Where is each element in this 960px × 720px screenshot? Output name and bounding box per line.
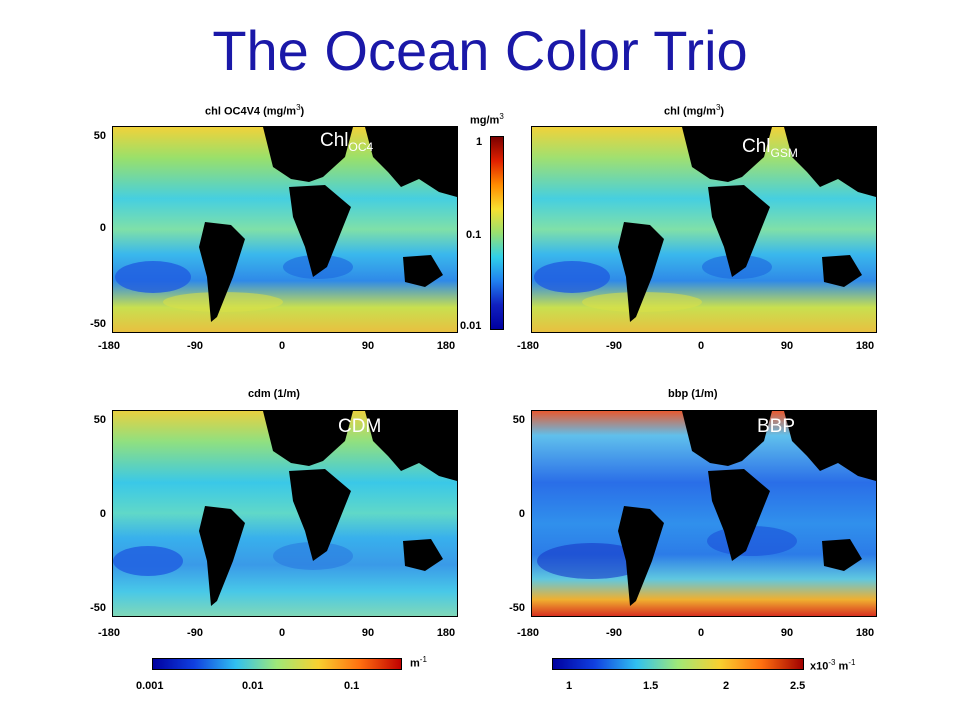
- x-tick-180: 180: [436, 627, 456, 639]
- y-tick-0: 0: [99, 508, 106, 520]
- x-tick-minus180: -180: [516, 340, 540, 352]
- panel-title-sup: 3: [296, 103, 301, 112]
- x-tick-minus90: -90: [606, 340, 622, 352]
- x-tick-0: 0: [697, 340, 705, 352]
- colorbar-bbp: [552, 658, 804, 670]
- x-tick-180: 180: [855, 340, 875, 352]
- y-tick-50: 50: [93, 130, 106, 142]
- colorbar-unit-sup: -1: [848, 658, 856, 667]
- x-tick-minus180: -180: [97, 627, 121, 639]
- colorbar-unit-prefix: x10: [810, 660, 829, 673]
- overlay-main: Chl: [742, 136, 771, 157]
- x-tick-90: 90: [361, 627, 375, 639]
- y-tick-50: 50: [512, 414, 525, 426]
- colorbar-cdm-tick-0.01: 0.01: [242, 680, 264, 692]
- colorbar-unit-base: m: [835, 660, 849, 673]
- x-tick-minus90: -90: [187, 627, 203, 639]
- x-tick-minus180: -180: [516, 627, 540, 639]
- overlay-main: CDM: [338, 416, 382, 437]
- map-bbp: [531, 410, 877, 617]
- x-tick-minus90: -90: [187, 340, 203, 352]
- x-tick-0: 0: [697, 627, 705, 639]
- colorbar-unit-base: mg/m: [470, 114, 500, 127]
- y-tick-minus50: -50: [509, 602, 525, 614]
- y-tick-minus50: -50: [90, 318, 106, 330]
- overlay-sub: GSM: [770, 145, 798, 160]
- slide-title: The Ocean Color Trio: [212, 19, 748, 82]
- colorbar-bbp-tick-2.5: 2.5: [790, 680, 806, 692]
- overlay-chl-oc4: ChlOC4: [320, 130, 373, 154]
- colorbar-bbp-unit: x10-3 m-1: [810, 658, 855, 673]
- overlay-cdm: CDM: [338, 416, 381, 438]
- panel-title-text: cdm (1/m): [248, 388, 300, 400]
- colorbar-chl: [490, 136, 504, 330]
- colorbar-chl-unit: mg/m3: [470, 112, 504, 127]
- colorbar-cdm-tick-0.001: 0.001: [136, 680, 164, 692]
- x-tick-180: 180: [436, 340, 456, 352]
- panel-title-end: ): [720, 105, 725, 118]
- colorbar-unit-sup: 3: [499, 112, 504, 121]
- y-tick-minus50: -50: [90, 602, 106, 614]
- x-tick-0: 0: [278, 340, 286, 352]
- x-tick-minus90: -90: [606, 627, 622, 639]
- x-tick-90: 90: [780, 340, 794, 352]
- colorbar-bbp-tick-1.5: 1.5: [643, 680, 659, 692]
- overlay-bbp: BBP: [757, 416, 795, 438]
- map-cdm: [112, 410, 458, 617]
- colorbar-unit-base: m: [410, 657, 420, 670]
- x-tick-180: 180: [855, 627, 875, 639]
- colorbar-bbp-tick-1: 1: [566, 680, 573, 692]
- x-tick-90: 90: [361, 340, 375, 352]
- panel-title-cdm: cdm (1/m): [248, 388, 300, 400]
- x-tick-0: 0: [278, 627, 286, 639]
- colorbar-cdm-tick-0.1: 0.1: [344, 680, 360, 692]
- panel-title-chl-gsm: chl (mg/m3): [664, 103, 724, 118]
- colorbar-chl-tick-0.1: 0.1: [466, 229, 482, 241]
- colorbar-unit-prefix-sup: -3: [828, 658, 836, 667]
- y-tick-0: 0: [518, 508, 525, 520]
- panel-title-sup: 3: [715, 103, 721, 112]
- overlay-sub: OC4: [348, 139, 374, 154]
- panel-title-text: chl OC4V4 (mg/m: [205, 105, 297, 118]
- colorbar-unit-sup: -1: [419, 655, 427, 664]
- colorbar-bbp-tick-2: 2: [723, 680, 730, 692]
- panel-title-text: chl (mg/m: [664, 105, 716, 118]
- y-tick-0: 0: [99, 222, 106, 234]
- map-chl-gsm: [531, 126, 877, 333]
- x-tick-minus180: -180: [97, 340, 121, 352]
- colorbar-chl-tick-0.01: 0.01: [460, 320, 482, 332]
- colorbar-cdm-unit: m-1: [410, 655, 427, 670]
- colorbar-chl-tick-1: 1: [476, 136, 483, 148]
- x-tick-90: 90: [780, 627, 794, 639]
- y-tick-50: 50: [93, 414, 106, 426]
- overlay-chl-gsm: ChlGSM: [742, 136, 798, 160]
- overlay-main: BBP: [757, 416, 796, 437]
- panel-title-text: bbp (1/m): [668, 388, 718, 400]
- colorbar-cdm: [152, 658, 402, 670]
- overlay-main: Chl: [320, 130, 349, 151]
- map-chl-oc4: [112, 126, 458, 333]
- panel-title-end: ): [300, 105, 305, 118]
- panel-title-chl-oc4: chl OC4V4 (mg/m3): [205, 103, 304, 118]
- panel-title-bbp: bbp (1/m): [668, 388, 718, 400]
